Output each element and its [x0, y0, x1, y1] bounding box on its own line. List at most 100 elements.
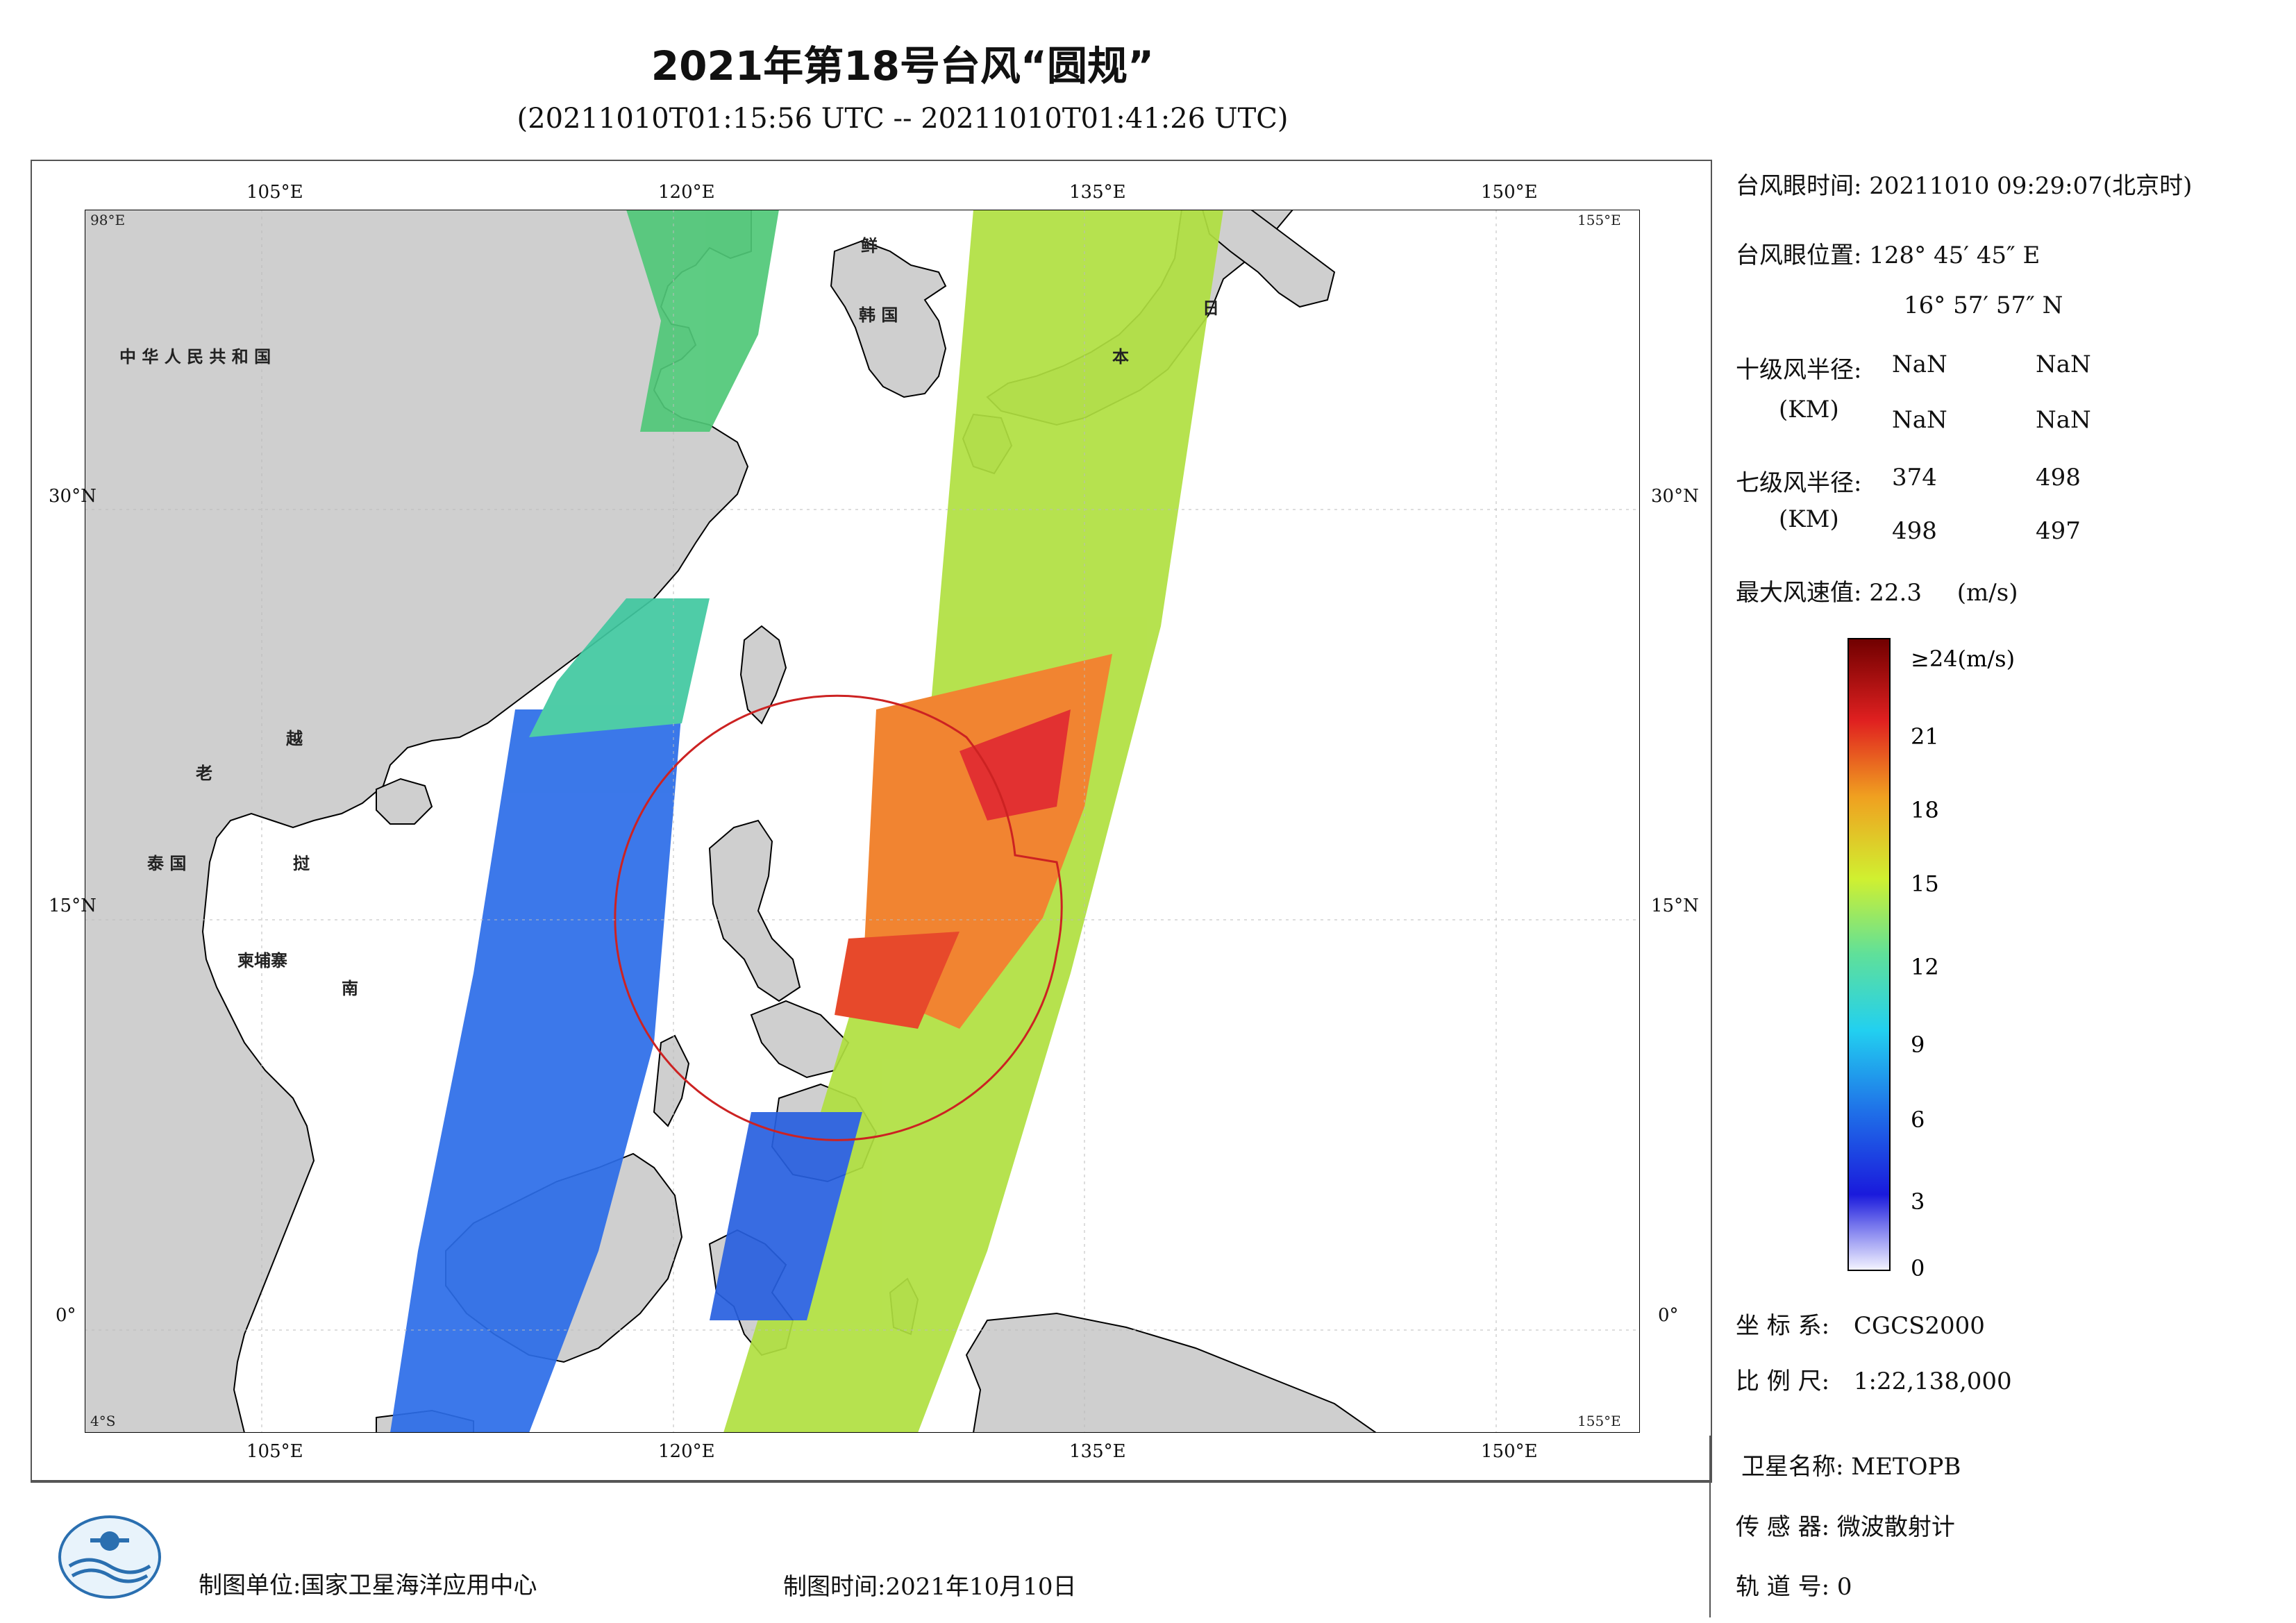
colorbar-tick-15: 15: [1911, 871, 1939, 897]
label-korea-s: 韩 国: [859, 305, 898, 325]
colorbar-tick-21: 21: [1911, 723, 1939, 750]
satellite-value: METOPB: [1851, 1453, 1961, 1481]
label-korea-n: 鲜: [861, 236, 878, 255]
sensor-value: 微波散射计: [1836, 1513, 1955, 1541]
coord-row: 坐 标 系: CGCS2000: [1736, 1306, 1985, 1340]
sensor-label: 传 感 器:: [1736, 1513, 1830, 1541]
orbit-row: 轨 道 号: 0: [1736, 1567, 1852, 1601]
eye-pos-row: 台风眼位置: 128° 45′ 45″ E: [1736, 236, 2040, 270]
lon-ticks-top: 105°E 120°E 135°E 150°E: [0, 182, 1805, 210]
label-vietnam-1: 越: [286, 729, 303, 748]
lat-tick-15-left: 15°N: [49, 895, 97, 916]
orbit-label: 轨 道 号:: [1736, 1573, 1830, 1601]
swath-bohai: [626, 210, 779, 432]
eye-pos-label: 台风眼位置:: [1736, 242, 1862, 269]
colorbar-gradient: [1847, 638, 1891, 1271]
eye-time-row: 台风眼时间: 20211010 09:29:07(北京时): [1736, 167, 2192, 201]
corner-top-right-lon: 155°E: [1577, 212, 1621, 228]
coord-label: 坐 标 系:: [1736, 1312, 1830, 1340]
lon-tick-135-bottom: 135°E: [1069, 1441, 1126, 1462]
max-wind-row: 最大风速值: 22.3 (m/s): [1736, 573, 2018, 607]
lon-tick-150-top: 150°E: [1481, 182, 1538, 203]
swath-layer: [390, 210, 1223, 1433]
satellite-row: 卫星名称: METOPB: [1741, 1447, 1961, 1481]
chart-title: 2021年第18号台风“圆规”: [651, 42, 1155, 90]
r10-unit: (KM): [1779, 396, 1839, 423]
footer-producer: 制图单位:国家卫星海洋应用中心: [199, 1572, 537, 1599]
lat-tick-0-left: 0°: [56, 1305, 76, 1326]
r7-value-2: 498: [2036, 464, 2081, 491]
wind-field-map: 中 华 人 民 共 和 国 老 越 挝 南 泰 国 柬埔寨 鲜 韩 国 日 本 …: [85, 210, 1640, 1433]
lat-tick-15-right: 15°N: [1651, 895, 1699, 916]
max-wind-label: 最大风速值:: [1736, 579, 1862, 607]
time-range-subtitle: (20211010T01:15:56 UTC -- 20211010T01:41…: [517, 103, 1289, 135]
land-korea: [830, 239, 947, 398]
r7-value-1: 374: [1892, 464, 1937, 491]
lon-tick-105-top: 105°E: [246, 182, 303, 203]
eye-time-label: 台风眼时间:: [1736, 172, 1862, 200]
land-hainan: [376, 777, 433, 825]
footer-bar: [31, 1480, 1709, 1619]
max-wind-unit: (m/s): [1956, 579, 2018, 607]
colorbar-tick-9: 9: [1911, 1032, 1925, 1058]
label-japan-2: 本: [1112, 347, 1129, 367]
r7-label: 七级风半径:: [1736, 469, 1862, 497]
label-laos: 老: [196, 764, 212, 783]
orbit-value: 0: [1836, 1573, 1852, 1601]
lon-ticks-bottom: 105°E 120°E 135°E 150°E: [0, 1441, 1805, 1469]
scale-label: 比 例 尺:: [1736, 1368, 1830, 1395]
lat-tick-0-right: 0°: [1658, 1305, 1679, 1326]
satellite-label: 卫星名称:: [1741, 1453, 1844, 1481]
colorbar-tick-0: 0: [1911, 1255, 1925, 1281]
r10-value-3: NaN: [1892, 406, 1947, 434]
scale-row: 比 例 尺: 1:22,138,000: [1736, 1362, 2012, 1396]
max-wind-value: 22.3: [1869, 579, 1922, 607]
lon-tick-105-bottom: 105°E: [246, 1441, 303, 1462]
coord-value: CGCS2000: [1853, 1312, 1985, 1340]
colorbar-tick-3: 3: [1911, 1188, 1925, 1215]
label-cambodia: 柬埔寨: [237, 951, 287, 970]
lon-tick-135-top: 135°E: [1069, 182, 1126, 203]
scale-value: 1:22,138,000: [1853, 1368, 2012, 1395]
label-china: 中 华 人 民 共 和 国: [119, 347, 271, 367]
lon-tick-150-bottom: 150°E: [1481, 1441, 1538, 1462]
r7-value-4: 497: [2036, 517, 2081, 545]
label-vietnam-south-china: 挝: [293, 854, 310, 873]
colorbar-tick-6: 6: [1911, 1107, 1925, 1133]
nsoas-logo-icon: [58, 1515, 161, 1599]
r10-value-4: NaN: [2036, 406, 2091, 434]
label-vietnam-2: 南: [342, 979, 358, 998]
land-luzon: [708, 819, 801, 1002]
colorbar-top-label: ≥24(m/s): [1911, 646, 2015, 672]
land-taiwan: [739, 625, 787, 725]
r7-value-3: 498: [1892, 517, 1937, 545]
swath-scs-north: [529, 598, 710, 737]
satellite-info-box: [1709, 1436, 2294, 1617]
swath-south-china-sea: [390, 709, 682, 1433]
eye-lat: 16° 57′ 57″ N: [1904, 292, 2063, 319]
corner-bottom-left-lat: 4°S: [90, 1413, 115, 1429]
colorbar-tick-18: 18: [1911, 797, 1939, 823]
corner-top-left-lon: 98°E: [90, 212, 125, 228]
r10-value-2: NaN: [2036, 351, 2091, 378]
land-palawan: [653, 1034, 690, 1127]
swath-borneo-sea: [710, 1112, 862, 1320]
lon-tick-120-top: 120°E: [658, 182, 715, 203]
label-thailand: 泰 国: [147, 854, 186, 873]
footer-date: 制图时间:2021年10月10日: [783, 1573, 1077, 1601]
land-new-guinea: [965, 1312, 1377, 1433]
colorbar: ≥24(m/s) 21 18 15 12 9 6 3 0: [1847, 638, 2015, 1281]
swath-typhoon-south: [835, 932, 960, 1029]
lat-tick-30-left: 30°N: [49, 486, 97, 507]
label-japan-1: 日: [1203, 298, 1219, 318]
map-frame: [31, 160, 1712, 1483]
sensor-row: 传 感 器: 微波散射计: [1736, 1508, 1955, 1542]
wind-radius-circle: [614, 694, 1063, 1141]
r10-value-1: NaN: [1892, 351, 1947, 378]
swath-typhoon-inner: [960, 709, 1071, 821]
eye-lon: 128° 45′ 45″ E: [1869, 242, 2041, 269]
r10-label: 十级风半径:: [1736, 356, 1862, 384]
lat-tick-30-right: 30°N: [1651, 486, 1699, 507]
colorbar-tick-12: 12: [1911, 954, 1939, 980]
lon-tick-120-bottom: 120°E: [658, 1441, 715, 1462]
